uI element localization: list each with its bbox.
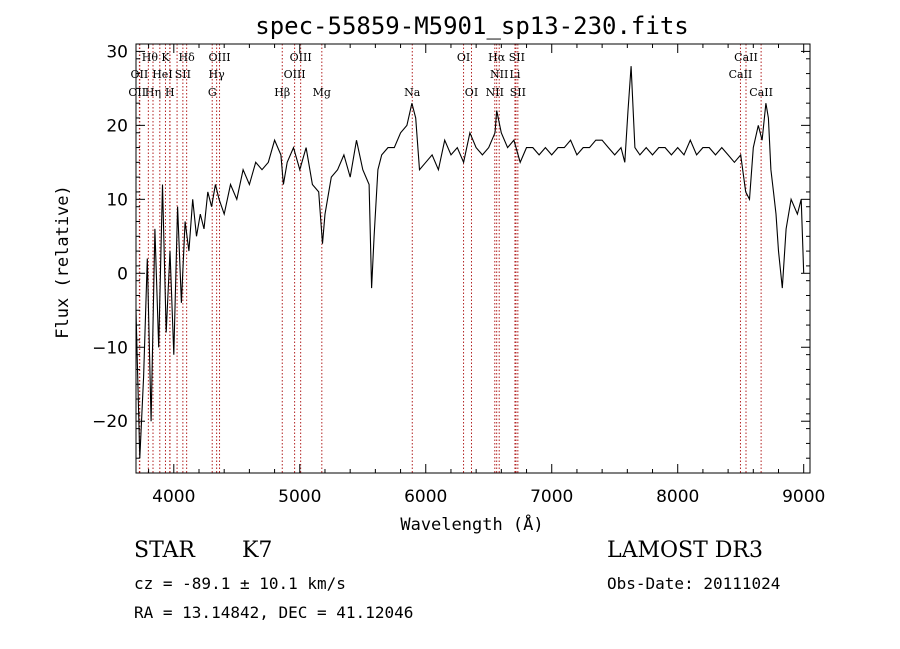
line-label-27: CaII: [749, 86, 773, 99]
x-tick-label-3: 7000: [530, 487, 573, 507]
y-axis-label: Flux (relative): [53, 185, 73, 339]
line-label-24: OI: [465, 86, 478, 99]
axis-ticks: 4000 5000 6000 7000 8000 9000 −20 −10 0 10 20 30: [92, 42, 825, 507]
line-label-7: SII: [509, 51, 525, 64]
plot-frame: [135, 43, 811, 474]
line-label-3: OIII: [208, 51, 230, 64]
line-label-8: CaII: [734, 51, 758, 64]
line-label-6: Hα: [488, 51, 506, 64]
x-tick-label-4: 8000: [656, 487, 699, 507]
line-label-25: NII: [486, 86, 504, 99]
line-label-11: SII: [175, 68, 191, 81]
x-tick-label-0: 4000: [152, 487, 195, 507]
line-label-10: HeI: [152, 68, 172, 81]
chart-title: spec-55859-M5901_sp13-230.fits: [255, 12, 688, 40]
x-tick-label-5: 9000: [782, 487, 825, 507]
survey-name: LAMOST DR3: [607, 538, 763, 563]
line-label-12: Hγ: [209, 68, 226, 81]
emission-line-markers: [138, 44, 762, 473]
x-tick-label-1: 5000: [278, 487, 321, 507]
line-label-4: OIII: [290, 51, 312, 64]
y-tick-label-4: 20: [106, 116, 128, 136]
x-tick-label-2: 6000: [404, 487, 447, 507]
line-label-17: OII: [128, 86, 146, 99]
y-tick-label-3: 10: [106, 190, 128, 210]
object-class: STAR: [134, 538, 195, 563]
line-label-13: OIII: [284, 68, 306, 81]
line-label-19: H: [165, 86, 175, 99]
coordinates: RA = 13.14842, DEC = 41.12046: [134, 603, 414, 622]
y-tick-label-2: 0: [117, 264, 128, 284]
x-axis-label: Wavelength (Å): [400, 513, 543, 535]
line-label-14: NII: [490, 68, 508, 81]
object-subclass: K7: [242, 538, 273, 563]
redshift-cz: cz = -89.1 ± 10.1 km/s: [134, 574, 346, 593]
line-label-2: Hδ: [179, 51, 196, 64]
spectrum-line: [135, 66, 805, 459]
line-label-16: CaII: [729, 68, 753, 81]
y-tick-label-0: −20: [92, 412, 128, 432]
line-label-22: Mg: [313, 86, 331, 99]
line-label-0: Hθ: [142, 51, 159, 64]
line-label-1: K: [161, 51, 170, 64]
y-tick-label-5: 30: [106, 42, 128, 62]
line-label-15: Li: [510, 68, 521, 81]
observation-date: Obs-Date: 20111024: [607, 574, 781, 593]
line-label-5: OI: [457, 51, 470, 64]
line-label-20: G: [208, 86, 217, 99]
line-label-23: Na: [404, 86, 421, 99]
line-label-9: OII: [131, 68, 149, 81]
y-tick-label-1: −10: [92, 338, 128, 358]
line-label-26: SII: [510, 86, 526, 99]
line-label-18: Hη: [145, 86, 161, 99]
line-label-21: Hβ: [274, 86, 290, 99]
